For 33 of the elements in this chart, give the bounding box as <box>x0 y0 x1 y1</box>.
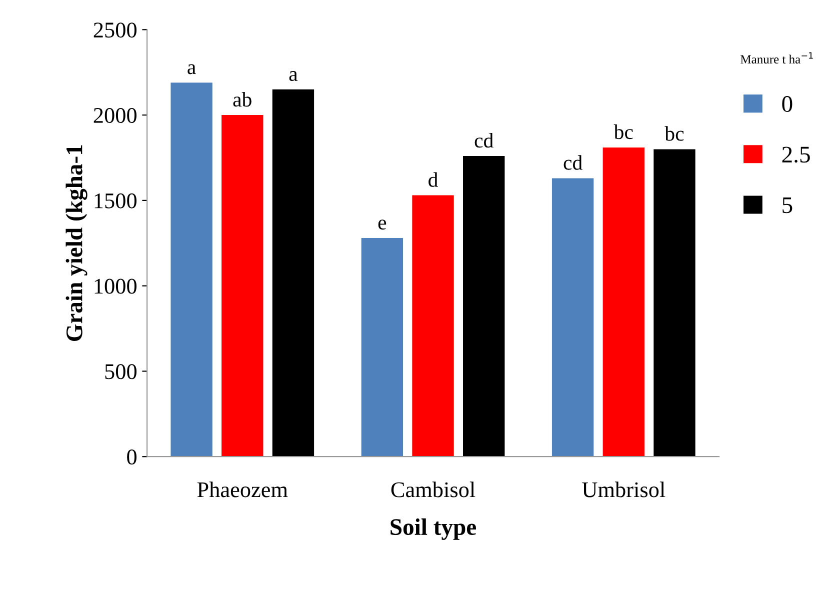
y-axis-title: Grain yield (kgha-1 <box>66 145 88 342</box>
data-label: cd <box>564 155 582 170</box>
y-tick-label: 500 <box>105 364 136 380</box>
x-tick-label: Umbrisol <box>582 482 666 498</box>
data-label: bc <box>664 126 684 141</box>
data-label: a <box>188 64 196 74</box>
bar <box>272 89 314 457</box>
x-tick-label: Cambisol <box>391 482 476 498</box>
data-label: bc <box>614 124 633 140</box>
bar <box>463 156 505 457</box>
bar <box>654 149 696 457</box>
data-label: ab <box>233 92 252 107</box>
bar <box>170 82 212 457</box>
y-tick-label: 1500 <box>94 193 136 208</box>
bar <box>602 147 644 457</box>
y-tick-label: 2500 <box>94 22 136 38</box>
data-label: e <box>378 220 386 230</box>
bar <box>412 195 454 457</box>
bar <box>552 178 594 457</box>
legend-label: 5 <box>782 197 792 214</box>
bar <box>222 115 264 457</box>
y-tick-label: 0 <box>127 450 136 465</box>
data-label: d <box>428 172 438 187</box>
x-axis-title: Soil type <box>390 518 476 540</box>
data-label: a <box>289 71 298 82</box>
y-tick-label: 1000 <box>94 278 136 294</box>
y-tick-label: 2000 <box>94 108 136 123</box>
legend-title: Manure t ha$^{−1}$ <box>740 52 813 64</box>
legend-label: 2.5 <box>782 146 810 163</box>
x-tick-label: Phaeozem <box>197 482 288 498</box>
data-label: cd <box>474 132 494 148</box>
legend-label: 0 <box>782 96 792 112</box>
bar <box>361 238 404 457</box>
